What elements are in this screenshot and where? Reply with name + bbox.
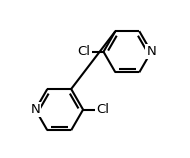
Text: N: N bbox=[146, 45, 156, 58]
Text: Cl: Cl bbox=[96, 103, 109, 116]
Text: Cl: Cl bbox=[78, 45, 91, 58]
Text: N: N bbox=[31, 103, 40, 116]
